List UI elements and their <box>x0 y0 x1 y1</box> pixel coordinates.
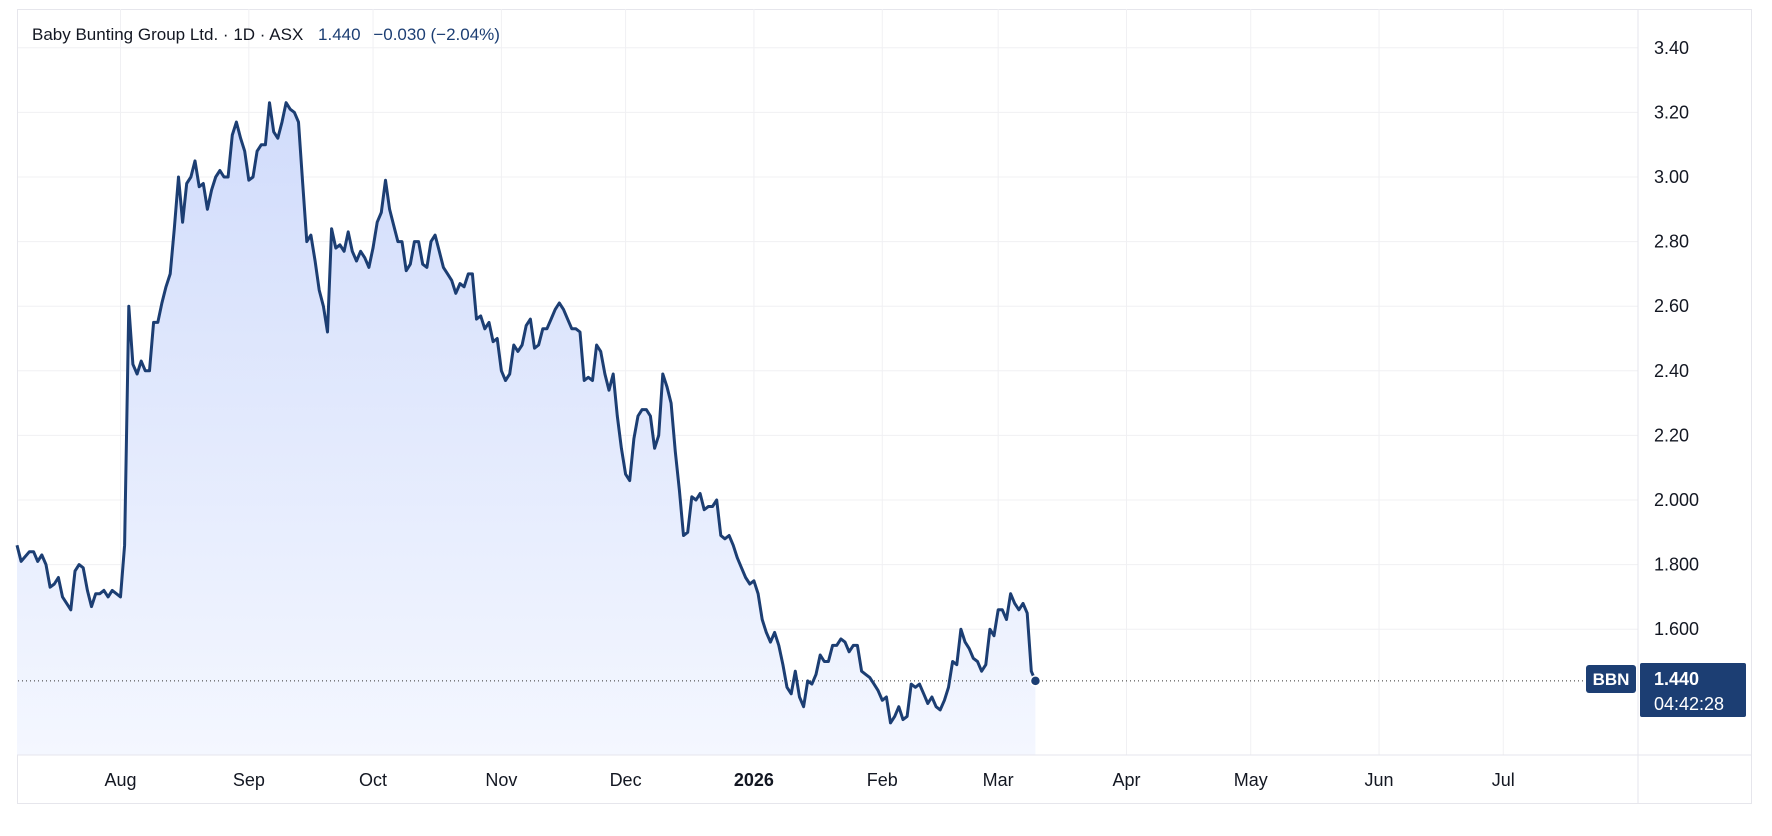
y-tick-label: 2.000 <box>1654 490 1699 510</box>
exchange-label: ASX <box>269 25 304 44</box>
chart-frame <box>17 9 1752 804</box>
price-tag-countdown: 04:42:28 <box>1654 694 1724 714</box>
price-axis[interactable]: 3.40 3.20 3.00 2.80 2.60 2.40 2.20 2.000 1.800 1.… <box>1654 38 1699 639</box>
x-tick-label: Mar <box>983 770 1014 790</box>
x-tick-label: Apr <box>1113 770 1141 790</box>
y-tick-label: 3.20 <box>1654 102 1689 122</box>
separator-dot: · <box>222 25 229 44</box>
x-tick-label: Jul <box>1492 770 1515 790</box>
y-tick-label: 2.20 <box>1654 425 1689 445</box>
x-tick-label: Nov <box>485 770 517 790</box>
price-tag-value: 1.440 <box>1654 669 1699 689</box>
y-tick-label: 3.40 <box>1654 38 1689 58</box>
price-line <box>15 101 1037 725</box>
price-area-fill <box>17 102 1036 755</box>
y-tick-label: 2.40 <box>1654 361 1689 381</box>
price-change: −0.030 (−2.04%) <box>373 25 500 44</box>
x-tick-label: 2026 <box>734 770 774 790</box>
symbol-name[interactable]: Baby Bunting Group Ltd. <box>32 25 219 44</box>
separator-dot: · <box>259 25 266 44</box>
y-tick-label: 2.80 <box>1654 232 1689 252</box>
chart-legend-header: Baby Bunting Group Ltd. · 1D · ASX 1.440… <box>32 25 500 45</box>
x-tick-label: Dec <box>610 770 642 790</box>
y-tick-label: 1.800 <box>1654 555 1699 575</box>
interval-label[interactable]: 1D <box>233 25 256 44</box>
ticker-tag-label: BBN <box>1593 670 1630 689</box>
price-tag: 1.440 04:42:28 <box>1640 663 1746 717</box>
x-tick-label: May <box>1234 770 1268 790</box>
y-tick-label: 3.00 <box>1654 167 1689 187</box>
last-price: 1.440 <box>318 25 361 44</box>
x-tick-label: Oct <box>359 770 387 790</box>
x-tick-label: Jun <box>1365 770 1394 790</box>
ticker-tag: BBN <box>1586 665 1636 693</box>
time-axis[interactable]: Aug Sep Oct Nov Dec 2026 Feb Mar Apr May Jun Jul <box>104 770 1514 790</box>
y-tick-label: 1.600 <box>1654 619 1699 639</box>
x-tick-label: Sep <box>233 770 265 790</box>
y-tick-label: 2.60 <box>1654 296 1689 316</box>
x-tick-label: Feb <box>867 770 898 790</box>
x-tick-label: Aug <box>104 770 136 790</box>
last-price-dot <box>1029 675 1042 687</box>
